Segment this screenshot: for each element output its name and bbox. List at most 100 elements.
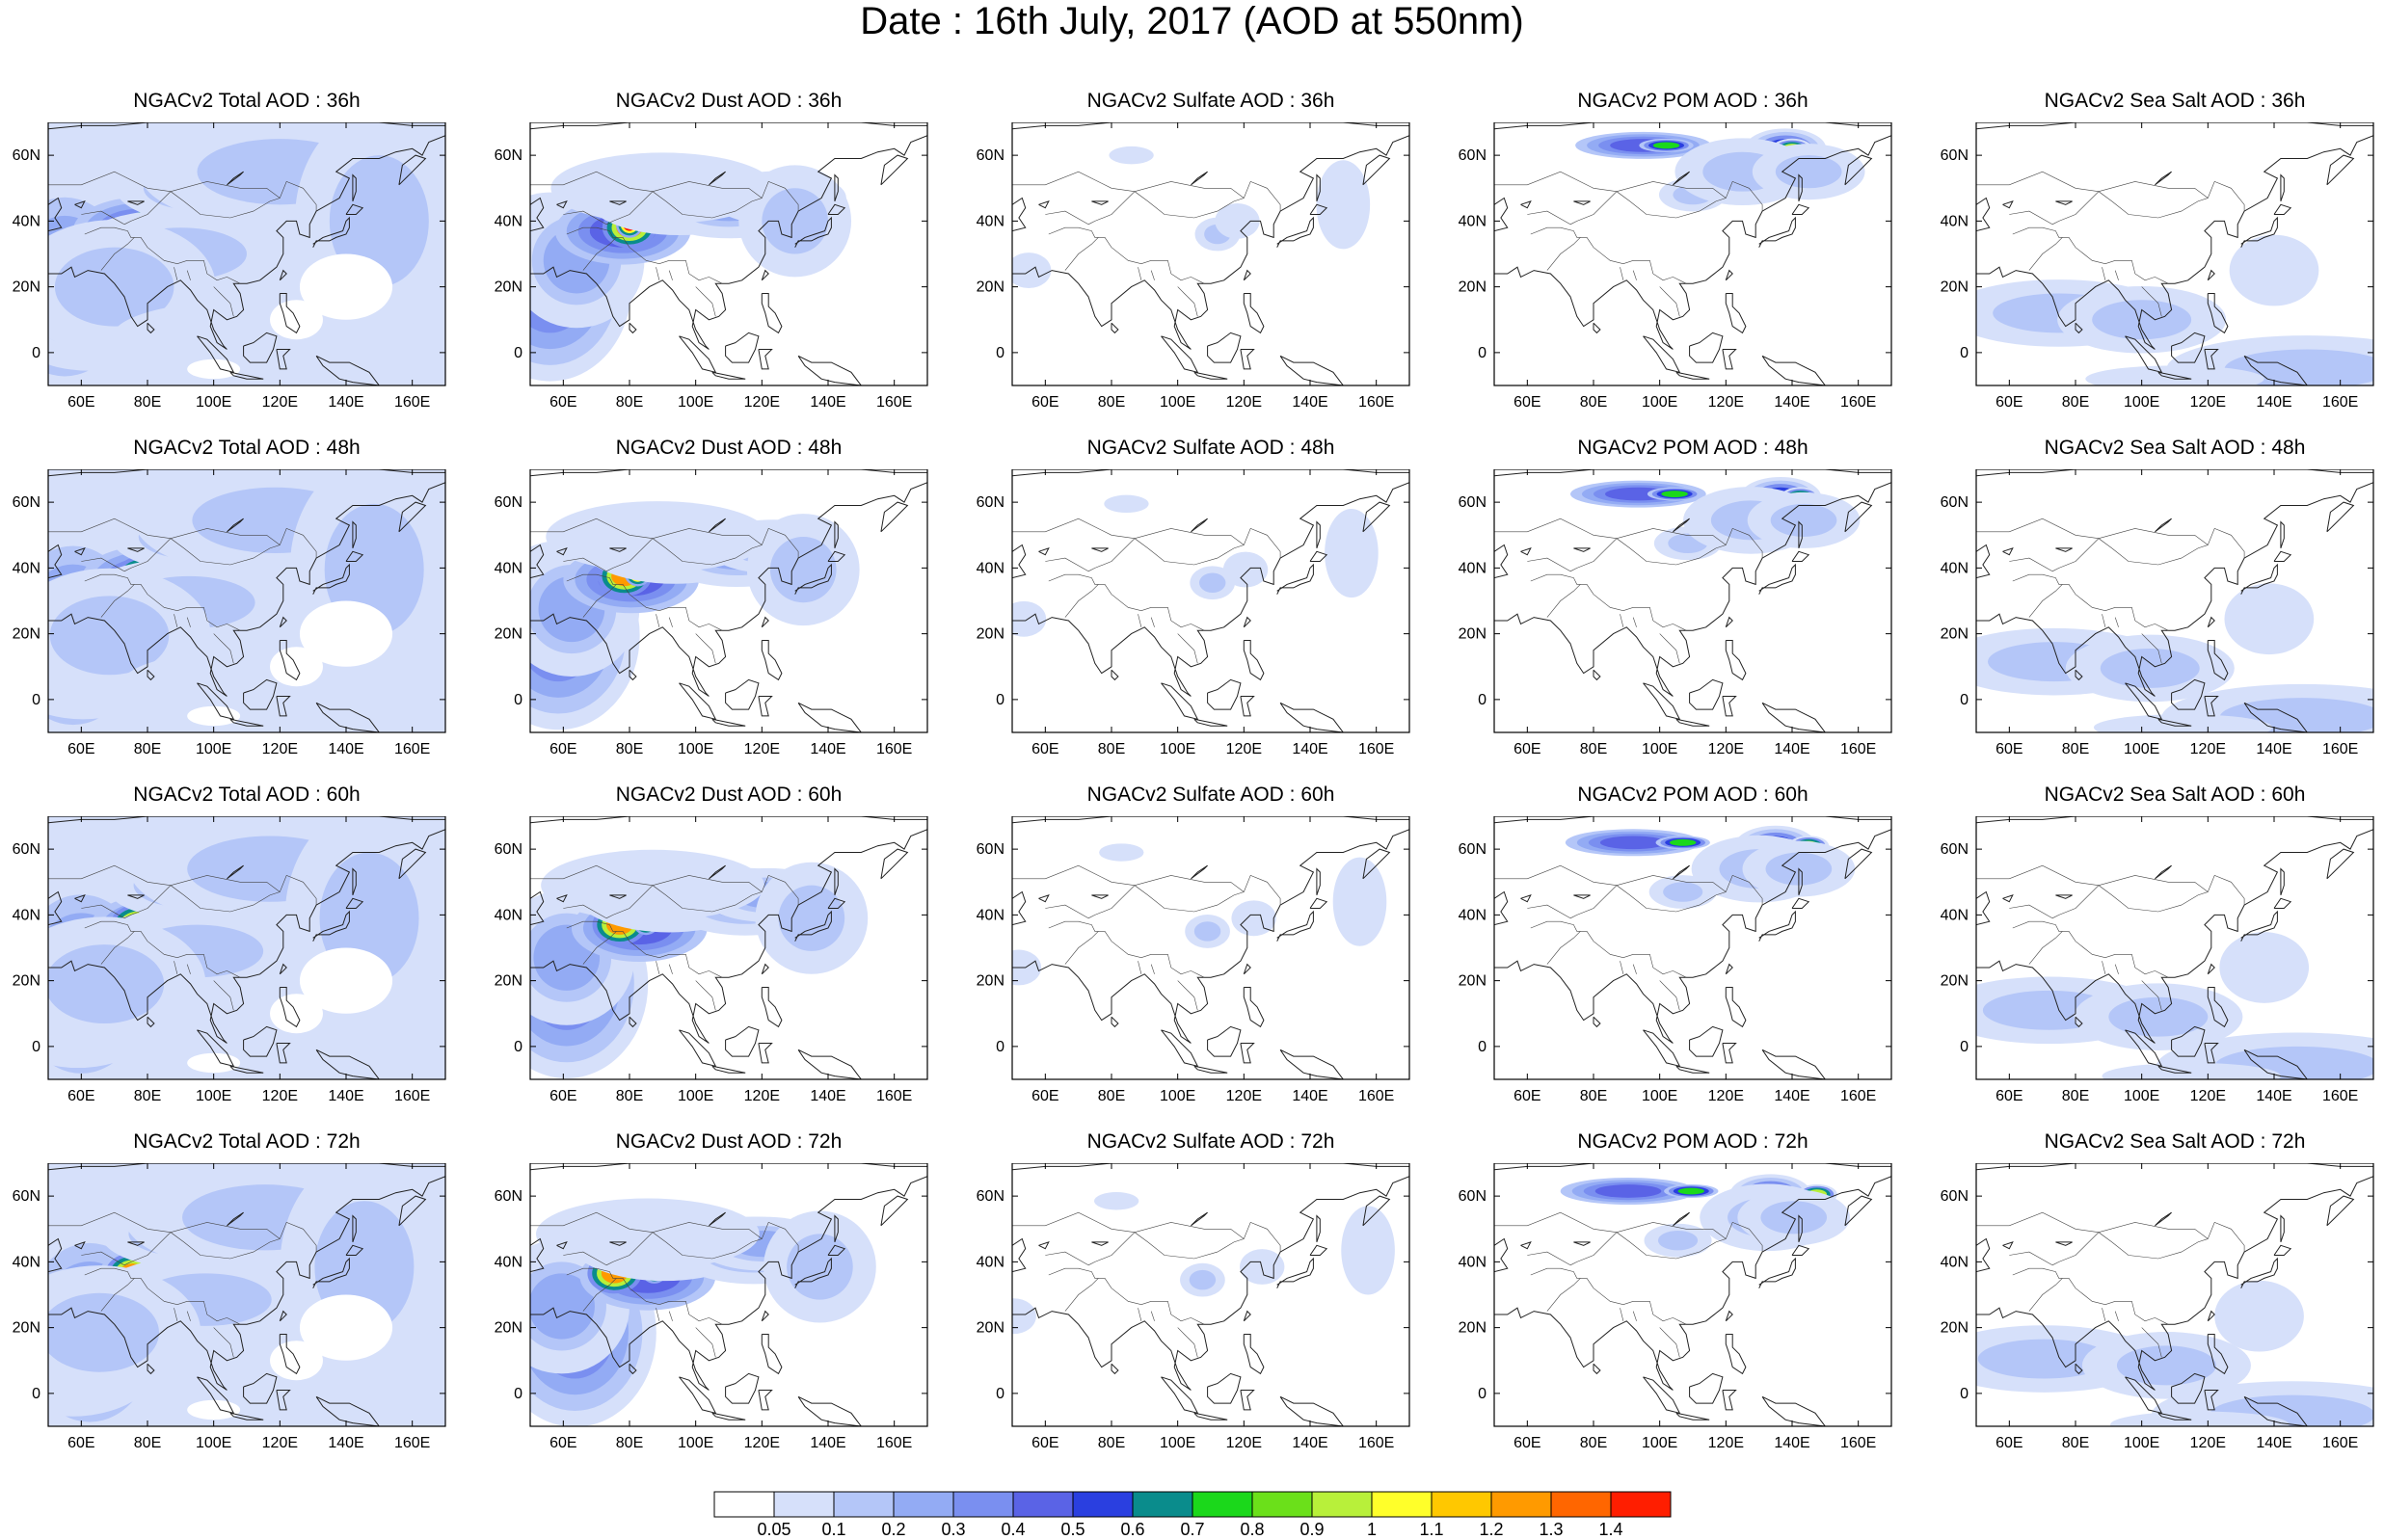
aod-plume [1114, 148, 1148, 162]
coastline [243, 1025, 278, 1057]
lon-tick-label: 100E [196, 1435, 231, 1451]
coastline [2171, 1372, 2206, 1404]
coastline [276, 1043, 291, 1064]
lat-tick-label: 0 [996, 1386, 1004, 1402]
lat-tick-label: 60N [495, 1188, 522, 1205]
coastline [711, 718, 746, 727]
country-border [1150, 964, 1155, 974]
lat-tick-label: 0 [32, 1386, 40, 1402]
colorbar-label: 1 [1366, 1520, 1377, 1539]
aod-plume [1105, 845, 1138, 860]
lon-tick-label: 120E [1226, 394, 1262, 411]
country-border [1546, 931, 1581, 965]
coastline [2055, 894, 2073, 899]
country-border [213, 980, 234, 1011]
lon-tick-label: 140E [1774, 394, 1809, 411]
country-border [186, 964, 191, 974]
coastline [2326, 1195, 2355, 1227]
lon-tick-label: 60E [1513, 741, 1540, 757]
coastline [1494, 816, 1891, 824]
map-panel: 60E 80E 100E 120E 140E 160E 60N 40N 20N 0 [1459, 1163, 1892, 1451]
coastline [2171, 678, 2206, 710]
coastline [1758, 910, 1796, 942]
coastline [2240, 563, 2278, 595]
coastline [1798, 867, 1803, 896]
coastline [1276, 1257, 1314, 1288]
colorbar-swatch [1311, 1491, 1373, 1518]
country-border [1045, 210, 1089, 226]
map-panel: 60E 80E 100E 120E 140E 160E 60N 40N 20N 0 [13, 122, 446, 411]
lat-tick-label: 60N [495, 147, 522, 164]
coastline [1276, 910, 1314, 942]
coastline [711, 1412, 746, 1421]
aod-plume [48, 1292, 159, 1372]
lon-tick-label: 100E [196, 741, 231, 757]
lon-tick-label: 80E [1580, 394, 1607, 411]
aod-plume [1099, 1194, 1134, 1208]
coastline [1240, 696, 1255, 717]
coastline [279, 616, 287, 628]
coastline [1675, 371, 1710, 380]
lon-tick-label: 100E [2124, 1088, 2159, 1104]
lon-tick-label: 60E [1031, 1435, 1058, 1451]
map-frame [1493, 1163, 1892, 1427]
coastline [2002, 200, 2014, 209]
country-border [1177, 1327, 1198, 1358]
country-border [84, 1267, 241, 1325]
coastline [315, 702, 380, 732]
coastline [197, 335, 235, 374]
coastline [2326, 848, 2355, 880]
coastline [1012, 1237, 1027, 1273]
aod-plume [1652, 142, 1680, 149]
coastlines [48, 1163, 445, 1426]
country-border [2102, 961, 2106, 974]
aod-plume [1228, 556, 1263, 583]
country-border [1976, 1211, 2100, 1233]
lon-tick-label: 100E [678, 741, 713, 757]
coastline [1675, 1412, 1710, 1421]
lon-tick-label: 80E [1580, 1435, 1607, 1451]
country-border [530, 171, 654, 192]
country-border [530, 864, 654, 886]
coastline [1673, 171, 1690, 186]
coastlines [1494, 469, 1891, 732]
coastline [1494, 1237, 1509, 1273]
coastline [147, 669, 155, 681]
panel-title: NGACv2 Dust AOD : 36h [615, 90, 843, 112]
coastline [1673, 518, 1690, 533]
country-border [81, 1251, 125, 1266]
country-border [2114, 1311, 2119, 1321]
country-border [695, 633, 716, 664]
country-border [2051, 1222, 2245, 1266]
coastline [1494, 1176, 1891, 1391]
country-border [1045, 904, 1089, 919]
lat-tick-label: 0 [1960, 345, 1969, 361]
aod-plume [1770, 503, 1837, 537]
map-frame [1975, 1163, 2374, 1427]
panel-title: NGACv2 Sea Salt AOD : 72h [2044, 1130, 2306, 1153]
lon-tick-label: 120E [1708, 1435, 1744, 1451]
coastline [1012, 1176, 1409, 1391]
country-border [1087, 1222, 1281, 1266]
country-border [170, 875, 281, 892]
coastlines [1012, 469, 1409, 732]
coastline [243, 1372, 278, 1404]
coastline [880, 154, 909, 186]
coastline [761, 1310, 769, 1322]
aod-plume [565, 1208, 731, 1261]
country-border [1494, 1211, 1618, 1233]
coastline [794, 216, 832, 248]
aod-plume [48, 944, 165, 1023]
country-border [48, 1211, 172, 1233]
coastline [279, 293, 301, 334]
coastline [2125, 1376, 2163, 1415]
coastline [1725, 269, 1733, 281]
lon-tick-label: 80E [1098, 394, 1125, 411]
lat-tick-label: 60N [1941, 494, 1969, 511]
coastline [2280, 1214, 2285, 1243]
country-border [1632, 1311, 1637, 1321]
lat-tick-label: 0 [1478, 345, 1487, 361]
coastline [709, 518, 726, 533]
lat-tick-label: 60N [977, 147, 1004, 164]
lon-tick-label: 100E [1160, 1088, 1195, 1104]
